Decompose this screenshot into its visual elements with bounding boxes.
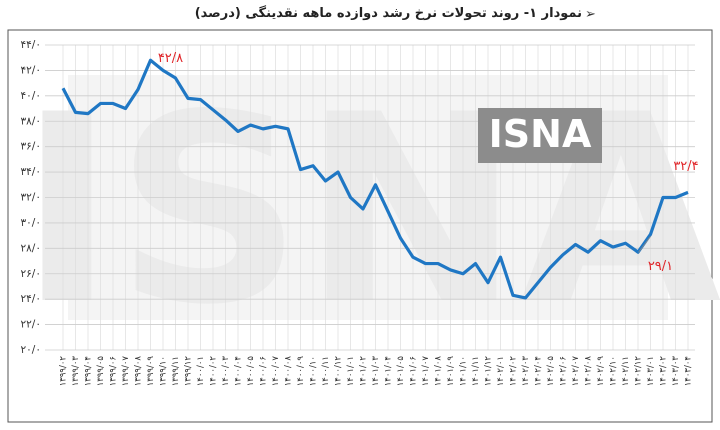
- chart-title: نمودار ۱- روند تحولات نرخ رشد دوازده ماه…: [194, 6, 582, 21]
- y-tick-label: ۴۲/۰: [21, 64, 41, 76]
- x-tick-label: ۱۴۰۲/۰۴: [534, 356, 544, 386]
- x-tick-label: ۱۴۰۰/۰۲: [209, 356, 219, 387]
- x-tick-label: ۱۴۰۰/۰۶: [259, 356, 269, 386]
- x-tick-label: ۱۴۰۲/۱۱: [621, 356, 631, 386]
- title-icon: ➢: [585, 7, 596, 22]
- y-tick-label: ۴۴/۰: [21, 39, 41, 51]
- data-label: ۳۲/۴: [673, 159, 698, 174]
- x-tick-label: ۱۳۹۹/۰۸: [134, 356, 144, 387]
- x-tick-label: ۱۴۰۱/۰۹: [446, 356, 456, 387]
- x-tick-label: ۱۴۰۲/۰۳: [521, 356, 531, 387]
- x-tick-label: ۱۴۰۱/۱۰: [459, 356, 469, 386]
- x-tick-label: ۱۴۰۳/۰۳: [671, 356, 681, 387]
- watermark-text: ISNA: [19, 60, 720, 362]
- x-tick-label: ۱۴۰۰/۱۱: [321, 356, 331, 386]
- y-tick-label: ۲۰/۰: [21, 344, 41, 356]
- label-leader: [638, 236, 651, 253]
- data-label: ۴۲/۸: [158, 51, 183, 66]
- x-tick-label: ۱۴۰۳/۰۴: [684, 356, 694, 386]
- x-tick-label: ۱۴۰۰/۰۹: [296, 356, 306, 387]
- x-tick-label: ۱۴۰۱/۱۲: [484, 356, 494, 387]
- x-tick-label: ۱۳۹۹/۰۶: [109, 356, 119, 386]
- x-tick-label: ۱۴۰۲/۰۸: [584, 356, 594, 387]
- x-tick-label: ۱۴۰۲/۱۲: [634, 356, 644, 387]
- x-tick-label: ۱۴۰۱/۱۱: [471, 356, 481, 386]
- data-label: ۲۹/۱: [648, 259, 673, 274]
- x-tick-label: ۱۳۹۹/۰۴: [84, 356, 94, 386]
- x-tick-label: ۱۴۰۱/۰۶: [409, 356, 419, 386]
- y-tick-label: ۳۲/۰: [21, 192, 41, 204]
- x-tick-label: ۱۴۰۲/۰۲: [509, 356, 519, 387]
- x-tick-label: ۱۳۹۹/۱۰: [159, 356, 169, 386]
- x-tick-label: ۱۴۰۲/۰۶: [559, 356, 569, 386]
- line-series: [61, 58, 689, 300]
- x-tick-label: ۱۴۰۳/۰۲: [659, 356, 669, 387]
- x-tick-label: ۱۴۰۰/۰۳: [221, 356, 231, 387]
- y-tick-label: ۳۰/۰: [21, 217, 41, 229]
- x-tick-label: ۱۳۹۹/۰۹: [146, 356, 156, 387]
- x-tick-label: ۱۴۰۲/۰۹: [596, 356, 606, 387]
- y-tick-label: ۲۸/۰: [21, 242, 41, 254]
- x-tick-label: ۱۴۰۰/۱۲: [334, 356, 344, 387]
- x-tick-label: ۱۴۰۱/۰۸: [434, 356, 444, 387]
- y-tick-label: ۳۴/۰: [21, 166, 41, 178]
- y-tick-label: ۲۶/۰: [21, 268, 41, 280]
- x-tick-label: ۱۴۰۱/۰۳: [371, 356, 381, 387]
- y-tick-label: ۳۶/۰: [21, 141, 41, 153]
- x-tick-label: ۱۴۰۲/۰۷: [571, 356, 581, 387]
- x-tick-label: ۱۴۰۰/۰۵: [246, 356, 256, 387]
- x-tick-label: ۱۴۰۱/۰۱: [346, 356, 356, 386]
- x-tick-label: ۱۴۰۱/۰۵: [396, 356, 406, 387]
- frame: [7, 29, 713, 423]
- x-tick-label: ۱۳۹۹/۰۵: [96, 356, 106, 387]
- x-tick-label: ۱۴۰۱/۰۲: [359, 356, 369, 387]
- x-tick-label: ۱۴۰۲/۱۰: [609, 356, 619, 386]
- x-tick-label: ۱۴۰۰/۰۱: [196, 356, 206, 386]
- x-tick-label: ۱۴۰۲/۰۱: [496, 356, 506, 386]
- x-tick-label: ۱۳۹۹/۱۱: [171, 356, 181, 386]
- watermark-logo-text: ISNA: [489, 112, 592, 156]
- x-tick-label: ۱۳۹۹/۰۲: [59, 356, 69, 387]
- y-tick-label: ۴۰/۰: [21, 90, 41, 102]
- x-tick-label: ۱۴۰۲/۰۵: [546, 356, 556, 387]
- x-tick-label: ۱۴۰۰/۰۸: [284, 356, 294, 387]
- watermark-logo: [478, 108, 602, 163]
- x-tick-label: ۱۴۰۱/۰۴: [384, 356, 394, 386]
- x-tick-label: ۱۴۰۰/۱۰: [309, 356, 319, 386]
- y-tick-label: ۳۸/۰: [21, 115, 41, 127]
- x-tick-label: ۱۳۹۹/۰۳: [71, 356, 81, 387]
- x-tick-label: ۱۳۹۹/۰۷: [121, 356, 131, 387]
- x-tick-label: ۱۴۰۱/۰۷: [421, 356, 431, 387]
- y-tick-label: ۲۴/۰: [21, 293, 41, 305]
- x-tick-label: ۱۴۰۳/۰۱: [646, 356, 656, 386]
- x-tick-label: ۱۴۰۰/۰۴: [234, 356, 244, 386]
- y-tick-label: ۲۲/۰: [21, 319, 41, 331]
- x-tick-label: ۱۴۰۰/۰۷: [271, 356, 281, 387]
- x-tick-label: ۱۳۹۹/۱۲: [184, 356, 194, 387]
